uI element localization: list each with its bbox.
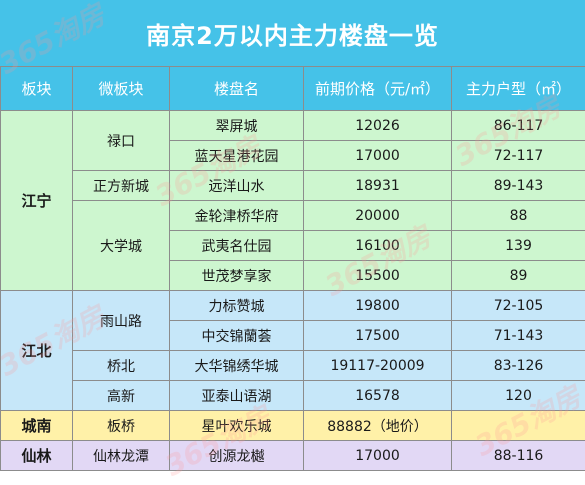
property-name: 大华锦绣华城 <box>170 351 304 381</box>
size-cell: 89-143 <box>452 171 585 201</box>
price-cell: 16100 <box>304 231 452 261</box>
table-row: 仙林 仙林龙潭 创源龙樾 17000 88-116 <box>1 441 585 471</box>
price-cell: 12026 <box>304 111 452 141</box>
price-cell: 17000 <box>304 441 452 471</box>
subarea-cell: 板桥 <box>73 411 170 441</box>
price-cell: 19800 <box>304 291 452 321</box>
size-cell: 86-117 <box>452 111 585 141</box>
price-cell: 88882（地价） <box>304 411 452 441</box>
property-name: 翠屏城 <box>170 111 304 141</box>
subarea-cell: 大学城 <box>73 201 170 291</box>
header-price: 前期价格（元/㎡） <box>304 67 452 111</box>
district-cell: 江北 <box>1 291 73 411</box>
price-cell: 15500 <box>304 261 452 291</box>
size-cell: 88-116 <box>452 441 585 471</box>
price-cell: 17000 <box>304 141 452 171</box>
property-name: 武夷名仕园 <box>170 231 304 261</box>
header-subarea: 微板块 <box>73 67 170 111</box>
property-name: 世茂梦享家 <box>170 261 304 291</box>
header-property: 楼盘名 <box>170 67 304 111</box>
district-cell: 城南 <box>1 411 73 441</box>
table-row: 江宁 禄口 翠屏城 12026 86-117 <box>1 111 585 141</box>
subarea-cell: 仙林龙潭 <box>73 441 170 471</box>
header-row: 板块 微板块 楼盘名 前期价格（元/㎡） 主力户型（㎡） <box>1 67 585 111</box>
table-row: 城南 板桥 星叶欢乐城 88882（地价） <box>1 411 585 441</box>
size-cell: 89 <box>452 261 585 291</box>
property-table: 板块 微板块 楼盘名 前期价格（元/㎡） 主力户型（㎡） 江宁 禄口 翠屏城 1… <box>0 66 585 471</box>
district-cell: 仙林 <box>1 441 73 471</box>
price-cell: 16578 <box>304 381 452 411</box>
table-row: 正方新城 远洋山水 18931 89-143 <box>1 171 585 201</box>
subarea-cell: 正方新城 <box>73 171 170 201</box>
header-district: 板块 <box>1 67 73 111</box>
size-cell: 120 <box>452 381 585 411</box>
table-row: 桥北 大华锦绣华城 19117-20009 83-126 <box>1 351 585 381</box>
header-size: 主力户型（㎡） <box>452 67 585 111</box>
subarea-cell: 雨山路 <box>73 291 170 351</box>
property-name: 蓝天星港花园 <box>170 141 304 171</box>
size-cell: 88 <box>452 201 585 231</box>
district-cell: 江宁 <box>1 111 73 291</box>
price-cell: 18931 <box>304 171 452 201</box>
size-cell: 72-105 <box>452 291 585 321</box>
subarea-cell: 高新 <box>73 381 170 411</box>
table-row: 江北 雨山路 力标赞城 19800 72-105 <box>1 291 585 321</box>
size-cell: 83-126 <box>452 351 585 381</box>
subarea-cell: 桥北 <box>73 351 170 381</box>
size-cell: 139 <box>452 231 585 261</box>
property-name: 亚泰山语湖 <box>170 381 304 411</box>
property-name: 力标赞城 <box>170 291 304 321</box>
price-cell: 17500 <box>304 321 452 351</box>
title-bar: 南京2万以内主力楼盘一览 <box>0 0 585 66</box>
size-cell <box>452 411 585 441</box>
property-name: 创源龙樾 <box>170 441 304 471</box>
page-title: 南京2万以内主力楼盘一览 <box>146 16 439 51</box>
property-name: 金轮津桥华府 <box>170 201 304 231</box>
property-name: 中交锦蘭荟 <box>170 321 304 351</box>
price-cell: 19117-20009 <box>304 351 452 381</box>
subarea-cell: 禄口 <box>73 111 170 171</box>
table-row: 高新 亚泰山语湖 16578 120 <box>1 381 585 411</box>
property-name: 星叶欢乐城 <box>170 411 304 441</box>
table-row: 大学城 金轮津桥华府 20000 88 <box>1 201 585 231</box>
size-cell: 71-143 <box>452 321 585 351</box>
size-cell: 72-117 <box>452 141 585 171</box>
property-name: 远洋山水 <box>170 171 304 201</box>
price-cell: 20000 <box>304 201 452 231</box>
